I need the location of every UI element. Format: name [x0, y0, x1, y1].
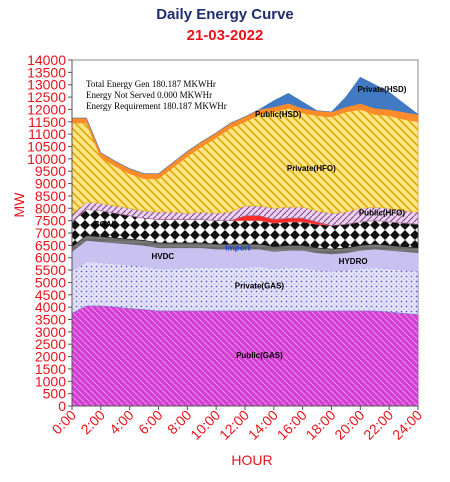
series-label-coal: COAL: [94, 220, 117, 229]
series-label-public-gas: Public(GAS): [236, 351, 283, 360]
area-layers: [71, 76, 419, 407]
chart-title: Daily Energy Curve: [156, 6, 294, 23]
y-tick-label: 0: [58, 398, 66, 414]
x-tick-label: 10:00: [187, 407, 223, 443]
annotation-total-gen: Total Energy Gen 180.187 MKWHr: [86, 79, 216, 89]
y-tick-label: 2500: [35, 336, 66, 352]
annotation-not-served: Energy Not Served 0.000 MKWHr: [86, 90, 212, 100]
y-tick-label: 2000: [35, 349, 66, 365]
series-label-private-gas: Private(GAS): [235, 282, 285, 291]
y-axis-label: MW: [11, 192, 27, 218]
y-tick-label: 13500: [27, 64, 66, 80]
y-tick-label: 5500: [35, 262, 66, 278]
y-tick-label: 1000: [35, 373, 66, 389]
y-tick-label: 6000: [35, 250, 66, 266]
series-label-public-hfo: Public(HFO): [359, 209, 406, 218]
y-tick-label: 8500: [35, 188, 66, 204]
y-tick-label: 14000: [27, 52, 66, 68]
x-tick-label: 4:00: [106, 407, 137, 438]
series-label-hydro: HYDRO: [339, 257, 368, 266]
x-tick-label: 12:00: [216, 407, 252, 443]
y-tick-label: 4500: [35, 287, 66, 303]
chart-subtitle: 21-03-2022: [186, 27, 264, 44]
y-tick-label: 13000: [27, 77, 66, 93]
x-tick-label: 22:00: [360, 407, 396, 443]
y-tick-label: 9500: [35, 163, 66, 179]
y-tick-label: 10000: [27, 151, 66, 167]
series-labels: Public(GAS) Private(GAS) HVDC HYDRO COAL Impo…: [94, 85, 407, 360]
x-tick-label: 20:00: [331, 407, 367, 443]
x-tick-label: 0:00: [49, 407, 80, 438]
y-tick-label: 7000: [35, 225, 66, 241]
x-axis: 0:002:004:006:008:0010:0012:0014:0016:00…: [49, 405, 425, 443]
y-tick-label: 10500: [27, 139, 66, 155]
y-tick-label: 11500: [28, 114, 66, 130]
y-tick-label: 8000: [35, 200, 66, 216]
series-label-public-hsd: Public(HSD): [255, 110, 302, 119]
annotation-requirement: Energy Requirement 180.187 MKWHr: [86, 101, 227, 111]
y-tick-label: 9000: [35, 176, 66, 192]
x-tick-label: 6:00: [135, 407, 166, 438]
x-tick-label: 24:00: [389, 407, 425, 443]
y-tick-label: 3000: [35, 324, 66, 340]
y-tick-label: 6500: [35, 237, 66, 253]
y-tick-label: 500: [43, 386, 67, 402]
x-axis-label: HOUR: [231, 452, 272, 468]
series-label-private-hfo: Private(HFO): [287, 164, 336, 173]
y-axis: 0500100015002000250030003500400045005000…: [27, 52, 73, 414]
series-label-private-hsd: Private(HSD): [358, 85, 407, 94]
series-label-hvdc: HVDC: [151, 252, 174, 261]
y-tick-label: 3500: [35, 312, 66, 328]
x-tick-label: 16:00: [274, 407, 310, 443]
y-tick-label: 7500: [35, 213, 66, 229]
x-tick-label: 2:00: [77, 407, 108, 438]
y-tick-label: 5000: [35, 274, 66, 290]
y-tick-label: 11000: [28, 126, 66, 142]
x-tick-label: 14:00: [245, 407, 281, 443]
y-tick-label: 4000: [35, 299, 66, 315]
y-tick-label: 1500: [35, 361, 66, 377]
area-private-hsd: [72, 76, 419, 174]
series-label-import: Import: [225, 243, 250, 252]
y-tick-label: 12000: [27, 101, 66, 117]
x-tick-label: 18:00: [303, 407, 339, 443]
y-tick-label: 12500: [27, 89, 66, 105]
